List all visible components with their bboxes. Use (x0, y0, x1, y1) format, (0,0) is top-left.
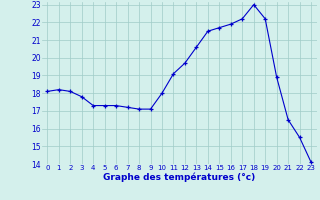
X-axis label: Graphe des températures (°c): Graphe des températures (°c) (103, 172, 255, 182)
